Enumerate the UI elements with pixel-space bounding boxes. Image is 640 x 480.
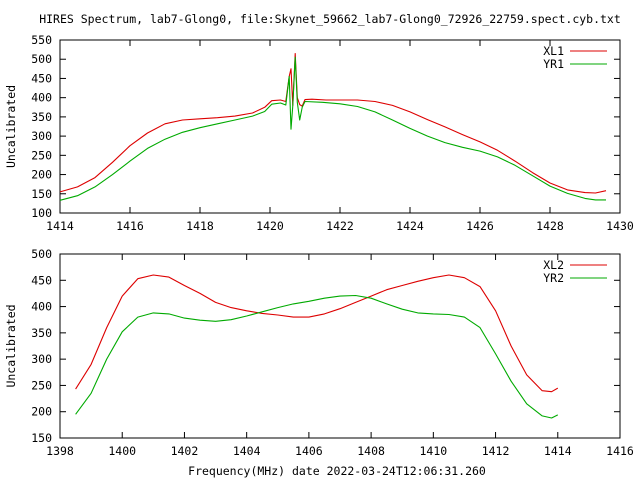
y-tick-label: 300 — [31, 129, 52, 143]
y-tick-label: 350 — [31, 326, 52, 340]
x-tick-label: 1430 — [606, 219, 634, 233]
y-tick-label: 250 — [31, 378, 52, 392]
y-tick-label: 300 — [31, 352, 52, 366]
y-tick-label: 250 — [31, 148, 52, 162]
x-tick-label: 1404 — [233, 444, 261, 458]
x-tick-label: 1416 — [606, 444, 634, 458]
chart-title: HIRES Spectrum, lab7-Glong0, file:Skynet… — [39, 12, 621, 26]
y-tick-label: 200 — [31, 405, 52, 419]
x-tick-label: 1402 — [171, 444, 199, 458]
y-tick-label: 400 — [31, 300, 52, 314]
x-tick-label: 1400 — [108, 444, 136, 458]
y-tick-label: 450 — [31, 273, 52, 287]
x-tick-label: 1428 — [536, 219, 564, 233]
legend-label-yr1: YR1 — [543, 57, 564, 71]
bottom-spectrum-panel: 150 200 250 300 350 400 450 500 1398 1400 1402 1404… — [4, 247, 634, 458]
series-line-xl2 — [75, 274, 559, 393]
x-tick-label: 1418 — [186, 219, 214, 233]
series-line-yr1 — [59, 56, 606, 201]
x-tick-label: 1416 — [116, 219, 144, 233]
y-tick-label: 500 — [31, 52, 52, 66]
top-spectrum-panel: 100 150 200 250 300 350 400 450 500 550 1414 1416 14… — [4, 33, 634, 233]
series-line-xl1 — [59, 52, 607, 194]
x-tick-label: 1398 — [46, 444, 74, 458]
x-tick-label: 1412 — [482, 444, 510, 458]
y-axis-label: Uncalibrated — [4, 85, 18, 168]
y-tick-label: 150 — [31, 431, 52, 445]
y-tick-label: 450 — [31, 71, 52, 85]
x-tick-label: 1422 — [326, 219, 354, 233]
y-tick-label: 350 — [31, 110, 52, 124]
x-tick-label: 1414 — [46, 219, 74, 233]
x-tick-label: 1408 — [357, 444, 385, 458]
x-tick-label: 1424 — [396, 219, 424, 233]
x-tick-label: 1426 — [466, 219, 494, 233]
y-tick-label: 100 — [31, 206, 52, 220]
x-tick-label: 1420 — [256, 219, 284, 233]
series-line-yr2 — [75, 294, 559, 419]
x-tick-label: 1414 — [544, 444, 572, 458]
legend-label-xl1: XL1 — [543, 44, 564, 58]
y-tick-label: 200 — [31, 168, 52, 182]
y-tick-label: 400 — [31, 91, 52, 105]
y-tick-label: 500 — [31, 247, 52, 261]
x-axis-label: Frequency(MHz) date 2022-03-24T12:06:31.… — [188, 464, 486, 478]
legend-label-xl2: XL2 — [543, 258, 564, 272]
y-tick-label: 150 — [31, 187, 52, 201]
x-tick-label: 1410 — [419, 444, 447, 458]
y-tick-label: 550 — [31, 33, 52, 47]
y-axis-label: Uncalibrated — [4, 304, 18, 387]
plot-frame — [59, 253, 621, 439]
x-tick-label: 1406 — [295, 444, 323, 458]
legend-label-yr2: YR2 — [543, 271, 564, 285]
